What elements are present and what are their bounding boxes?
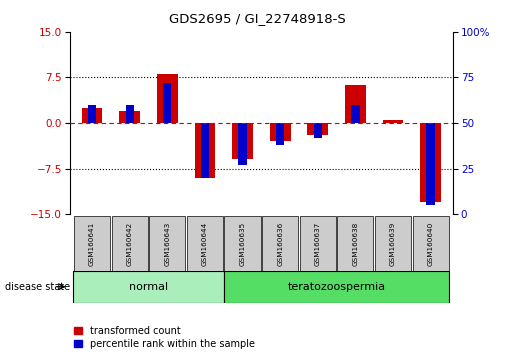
Text: GSM160639: GSM160639 (390, 221, 396, 266)
Text: normal: normal (129, 282, 168, 292)
Text: GSM160641: GSM160641 (89, 221, 95, 266)
Bar (345, 85, 366, 123)
FancyBboxPatch shape (112, 216, 148, 271)
Bar (314, 123, 322, 138)
Text: GSM160640: GSM160640 (427, 221, 434, 266)
Bar (307, 123, 328, 135)
Text: GSM160642: GSM160642 (127, 221, 133, 266)
Text: teratozoospermia: teratozoospermia (287, 282, 386, 292)
Text: GDS2695 / GI_22748918-S: GDS2695 / GI_22748918-S (169, 12, 346, 25)
Text: GSM160637: GSM160637 (315, 221, 321, 266)
Text: disease state: disease state (5, 282, 70, 292)
Bar (82, 108, 102, 123)
Legend: transformed count, percentile rank within the sample: transformed count, percentile rank withi… (74, 326, 255, 349)
FancyBboxPatch shape (300, 216, 336, 271)
FancyBboxPatch shape (149, 216, 185, 271)
Bar (201, 123, 209, 178)
Bar (420, 123, 441, 202)
FancyBboxPatch shape (413, 216, 449, 271)
Bar (88, 105, 96, 123)
Bar (232, 123, 253, 159)
Text: GSM160636: GSM160636 (277, 221, 283, 266)
Bar (238, 123, 247, 165)
Text: GSM160635: GSM160635 (239, 221, 246, 266)
Bar (351, 105, 359, 123)
FancyBboxPatch shape (262, 216, 298, 271)
Bar (383, 120, 403, 123)
Bar (119, 111, 140, 123)
Bar (195, 123, 215, 178)
FancyBboxPatch shape (225, 216, 261, 271)
FancyBboxPatch shape (74, 216, 110, 271)
Bar (276, 123, 284, 145)
FancyBboxPatch shape (375, 216, 411, 271)
FancyBboxPatch shape (224, 271, 450, 303)
Text: GSM160644: GSM160644 (202, 221, 208, 266)
Text: GSM160638: GSM160638 (352, 221, 358, 266)
Bar (426, 123, 435, 205)
FancyBboxPatch shape (337, 216, 373, 271)
Text: GSM160643: GSM160643 (164, 221, 170, 266)
FancyBboxPatch shape (73, 271, 224, 303)
FancyBboxPatch shape (187, 216, 223, 271)
Bar (270, 123, 290, 141)
Bar (157, 74, 178, 123)
Bar (126, 105, 134, 123)
Bar (163, 83, 171, 123)
